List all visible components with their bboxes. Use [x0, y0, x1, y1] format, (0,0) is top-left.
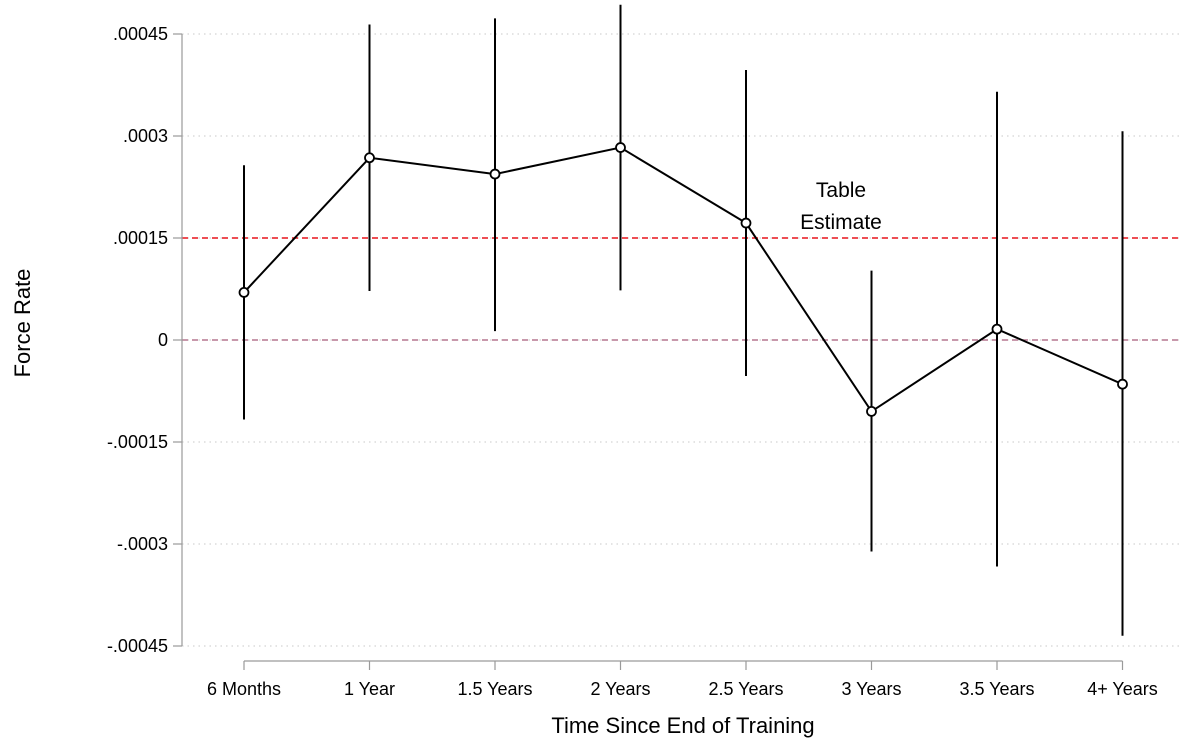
confidence-intervals: [243, 4, 1124, 636]
y-tick-label: 0: [158, 330, 168, 350]
data-point: [991, 323, 1003, 335]
data-point: [238, 286, 250, 298]
annotations: Table Estimate: [800, 179, 882, 234]
data-point: [1117, 378, 1128, 390]
data-point: [615, 142, 626, 153]
y-tick-label: -.00015: [107, 432, 168, 452]
x-tick-label: 3.5 Years: [959, 679, 1034, 699]
x-tick-label: 1 Year: [344, 679, 395, 699]
y-tick-label: -.00045: [107, 636, 168, 656]
x-tick-label: 1.5 Years: [457, 679, 532, 699]
reference-lines: [182, 237, 1181, 341]
x-tick-label: 3 Years: [841, 679, 901, 699]
annotation-line-1: Table: [816, 179, 866, 202]
y-tick-label: .0003: [123, 126, 168, 146]
y-tick-label: .00015: [113, 228, 168, 248]
x-axis: 6 Months 1 Year 1.5 Years 2 Years 2.5 Years 3…: [207, 660, 1158, 699]
y-tick-label: -.0003: [117, 534, 168, 554]
annotation-line-2: Estimate: [800, 211, 882, 234]
x-axis-title: Time Since End of Training: [551, 713, 814, 738]
x-tick-label: 6 Months: [207, 679, 281, 699]
x-tick-label: 2.5 Years: [708, 679, 783, 699]
series-path: [243, 146, 1123, 413]
y-axis: -.00045 -.0003 -.00015 0 .00015 .0003 .00045: [107, 24, 183, 656]
x-tick-label: 4+ Years: [1087, 679, 1158, 699]
x-tick-label: 2 Years: [590, 679, 650, 699]
data-point: [866, 405, 877, 417]
y-tick-label: .00045: [113, 24, 168, 44]
gridlines: [182, 33, 1181, 647]
data-point: [740, 217, 752, 229]
data-point: [364, 152, 375, 164]
series-line: [238, 142, 1128, 417]
y-axis-title: Force Rate: [10, 269, 35, 378]
data-point: [489, 168, 501, 180]
